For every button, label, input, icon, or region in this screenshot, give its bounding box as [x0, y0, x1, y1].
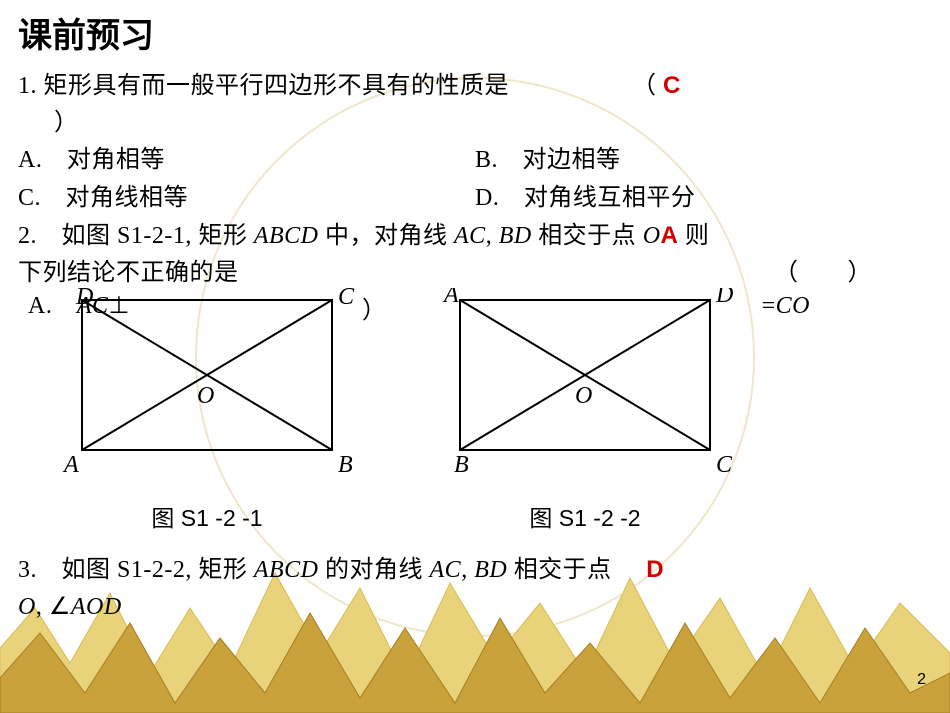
fig1-svg: D C A B O	[52, 288, 362, 488]
q2-right-frag: =CO	[762, 288, 810, 325]
fig1-caption: 图 S1 -2 -1	[52, 499, 362, 533]
q1-optB: B. 对边相等	[475, 142, 932, 179]
figure-2: A D B C O 图 S1 -2 -2 =CO	[430, 288, 740, 533]
svg-text:A: A	[62, 452, 79, 478]
section-title: 课前预习	[18, 8, 932, 57]
q2-l1a: 2. 如图 S1-2-1, 矩形	[18, 223, 254, 249]
svg-text:C: C	[338, 288, 355, 310]
q2-ac: AC	[454, 223, 486, 249]
svg-text:D: D	[75, 288, 93, 310]
q3-l2a: O	[18, 594, 36, 620]
q2-line1: 2. 如图 S1-2-1, 矩形 ABCD 中，对角线 AC, BD 相交于点 …	[18, 217, 932, 255]
q3-answer: D	[646, 556, 664, 583]
q3-abcd: ABCD	[254, 557, 319, 583]
svg-text:C: C	[716, 452, 733, 478]
svg-text:D: D	[715, 288, 733, 308]
svg-text:B: B	[454, 452, 469, 478]
q1-paren-r: ）	[54, 110, 79, 136]
q2-o: O	[643, 223, 661, 249]
q2-l1c: 相交于点	[532, 223, 643, 249]
q2-right-eq: =	[762, 293, 776, 319]
q1-answer: C	[663, 72, 681, 99]
q3-ac: AC	[430, 557, 462, 583]
q3-bd: BD	[474, 557, 507, 583]
q1-stem: 矩形具有而一般平行四边形不具有的性质是	[44, 73, 510, 99]
q2-paren: （ ）	[774, 255, 872, 292]
fig2-caption: 图 S1 -2 -2	[430, 499, 740, 533]
svg-text:B: B	[338, 452, 353, 478]
q3-l2c: AOD	[71, 594, 122, 620]
q3-l1b: 的对角线	[319, 557, 430, 583]
q3-line1: 3. 如图 S1-2-2, 矩形 ABCD 的对角线 AC, BD 相交于点 D	[18, 551, 932, 589]
q1-optC: C. 对角线相等	[18, 180, 475, 217]
q1-optA: A. 对角相等	[18, 142, 475, 179]
q2-l1d: 则	[678, 223, 709, 249]
q1-optD: D. 对角线互相平分	[475, 180, 932, 217]
q3-l1c: 相交于点	[507, 557, 612, 583]
svg-text:O: O	[197, 383, 214, 409]
q3-line2: O, ∠AOD	[18, 589, 932, 626]
q2-right-co: CO	[776, 293, 810, 319]
q3-l1a: 3. 如图 S1-2-2, 矩形	[18, 557, 254, 583]
q1-stem-line: 1. 矩形具有而一般平行四边形不具有的性质是 （ C	[18, 67, 932, 105]
q3-l2b: , ∠	[36, 594, 71, 620]
q3-c: ,	[461, 557, 474, 583]
q1-paren-l: （	[632, 73, 657, 99]
q1-paren-line: ）	[18, 105, 932, 142]
q2-abcd: ABCD	[254, 223, 319, 249]
svg-text:O: O	[575, 383, 592, 409]
q2-right-frag-a: ）	[362, 290, 386, 325]
figure-1: D C A B O 图 S1 -2 -1 ）	[52, 288, 362, 533]
fig2-svg: A D B C O	[430, 288, 740, 488]
q2-bd: BD	[499, 223, 532, 249]
page-number: 2	[917, 671, 926, 689]
q2-c1: ,	[486, 223, 499, 249]
q1-num: 1.	[18, 73, 37, 99]
q2-l1b: 中，对角线	[319, 223, 455, 249]
q2-answer: A	[661, 222, 679, 249]
svg-text:A: A	[442, 288, 459, 308]
q2-l2: 下列结论不正确的是	[18, 260, 239, 286]
q2-line2: 下列结论不正确的是 （ ）	[18, 255, 932, 292]
